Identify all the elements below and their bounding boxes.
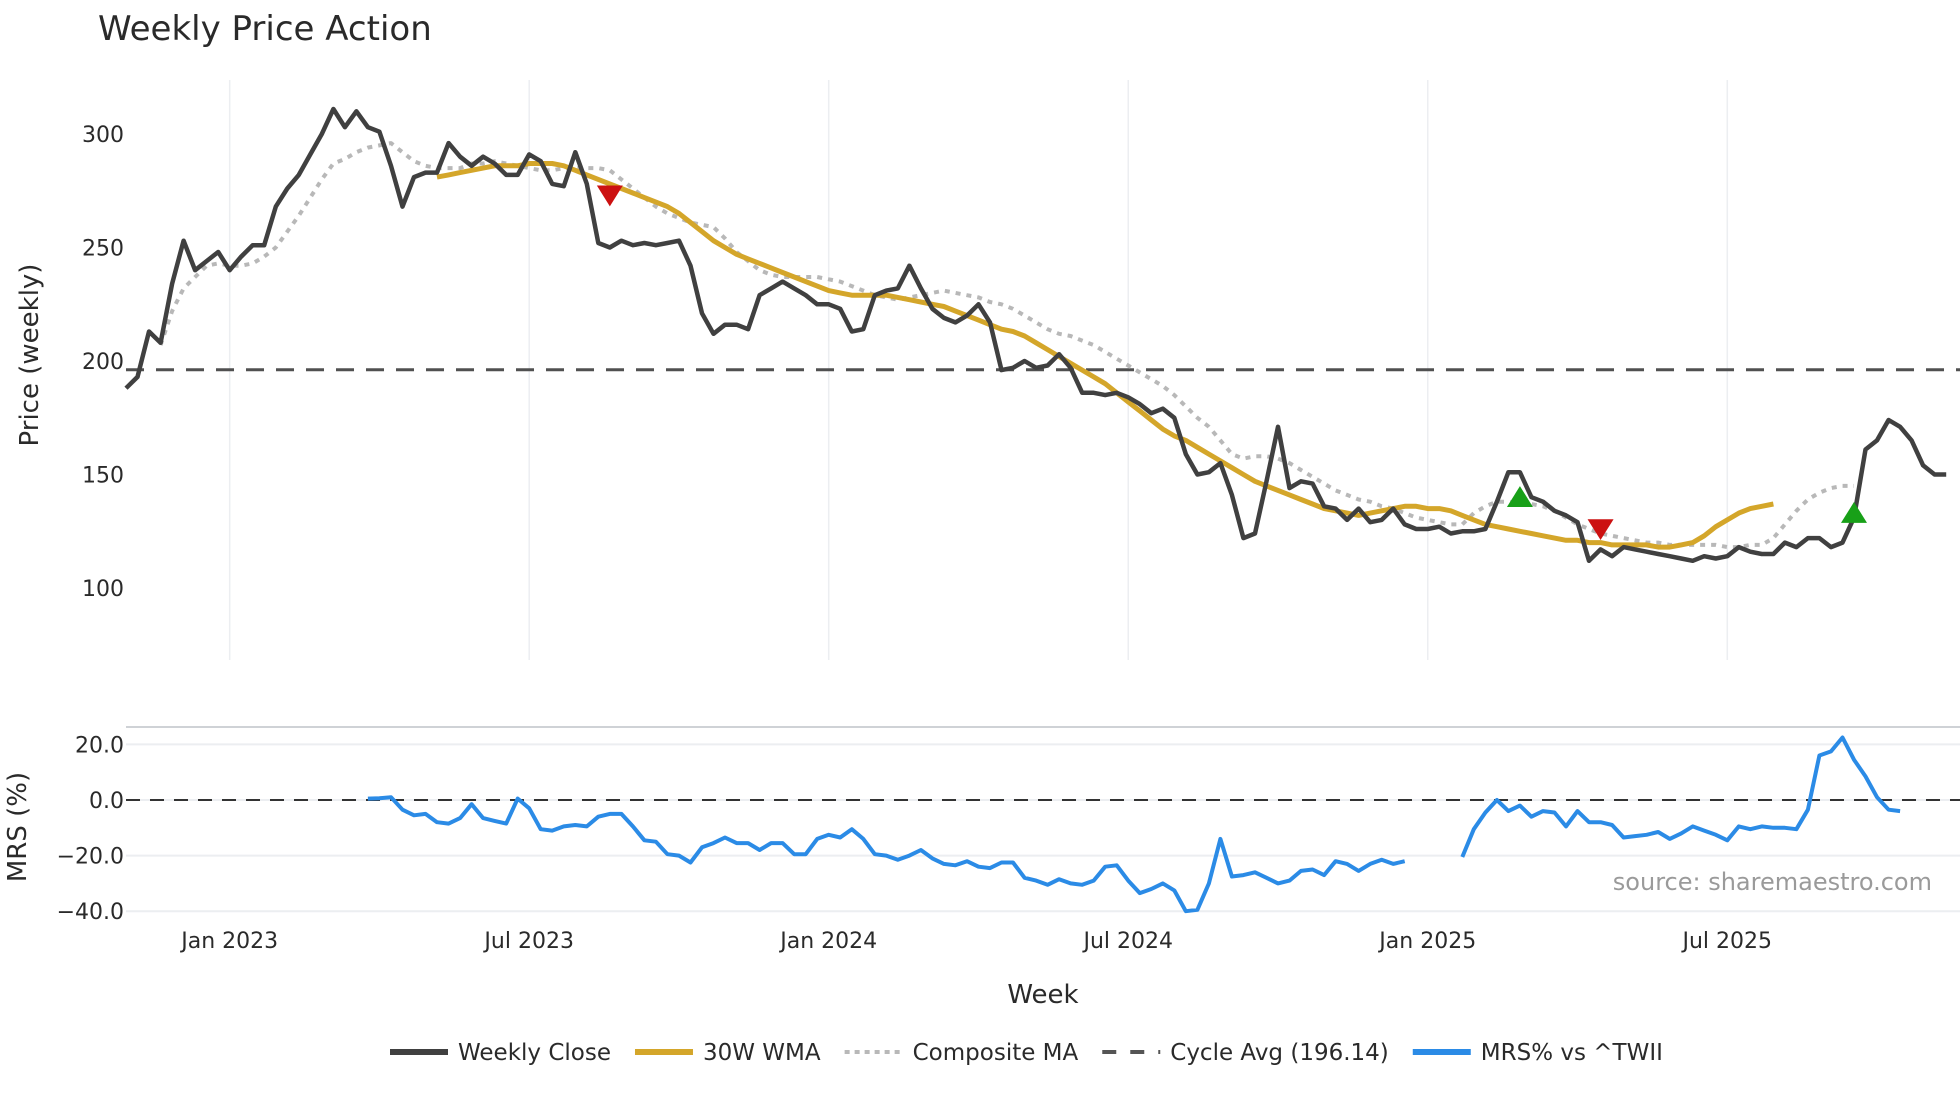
x-tick: Jan 2024 (778, 929, 877, 954)
x-axis-title: Week (1007, 980, 1078, 1010)
mrs-y-axis-title: MRS (%) (3, 772, 33, 882)
mrs-y-tick: 20.0 (75, 733, 124, 758)
buy-signal-marker (1841, 502, 1867, 523)
x-tick: Jul 2024 (1081, 929, 1173, 954)
price-y-tick: 250 (82, 237, 124, 262)
mrs-y-tick: −40.0 (57, 900, 124, 925)
sell-signal-marker (1587, 519, 1614, 541)
price-y-axis-title: Price (weekly) (15, 264, 45, 447)
mrs-y-tick: −20.0 (57, 845, 124, 870)
plot-area (124, 106, 1960, 914)
wma-30w-line (436, 161, 1774, 550)
legend-label: Composite MA (913, 1040, 1079, 1066)
legend-label: Weekly Close (458, 1040, 611, 1066)
legend-label: Cycle Avg (196.14) (1170, 1040, 1389, 1066)
buy-signal-marker (1506, 486, 1533, 507)
legend-label: MRS% vs ^TWII (1481, 1040, 1663, 1066)
composite-ma-line (158, 141, 1854, 550)
price-y-axis: 100 150 200 250 300 (82, 123, 124, 602)
x-tick: Jan 2025 (1377, 929, 1476, 954)
x-tick: Jul 2023 (482, 929, 574, 954)
legend: Weekly Close 30W WMA Composite MA Cycle Avg… (390, 1040, 1663, 1066)
price-y-tick: 100 (82, 577, 124, 602)
x-tick: Jan 2023 (179, 929, 278, 954)
source-note: source: sharemaestro.com (1613, 868, 1932, 896)
sell-signal-marker (596, 185, 623, 207)
price-y-tick: 200 (82, 350, 124, 375)
x-axis: Jan 2023 Jul 2023 Jan 2024 Jul 2024 Jan 2025… (179, 929, 1772, 954)
mrs-line (1460, 735, 1901, 858)
price-y-tick: 300 (82, 123, 124, 148)
mrs-line (367, 795, 1406, 914)
x-tick: Jul 2025 (1681, 929, 1773, 954)
legend-label: 30W WMA (703, 1040, 821, 1066)
mrs-y-axis: 20.0 0.0 −20.0 −40.0 (57, 733, 124, 925)
weekly-close-line (124, 106, 1947, 564)
mrs-y-tick: 0.0 (89, 789, 124, 814)
price-y-tick: 150 (82, 464, 124, 489)
chart-title: Weekly Price Action (98, 9, 432, 49)
signal-markers (596, 185, 1867, 541)
